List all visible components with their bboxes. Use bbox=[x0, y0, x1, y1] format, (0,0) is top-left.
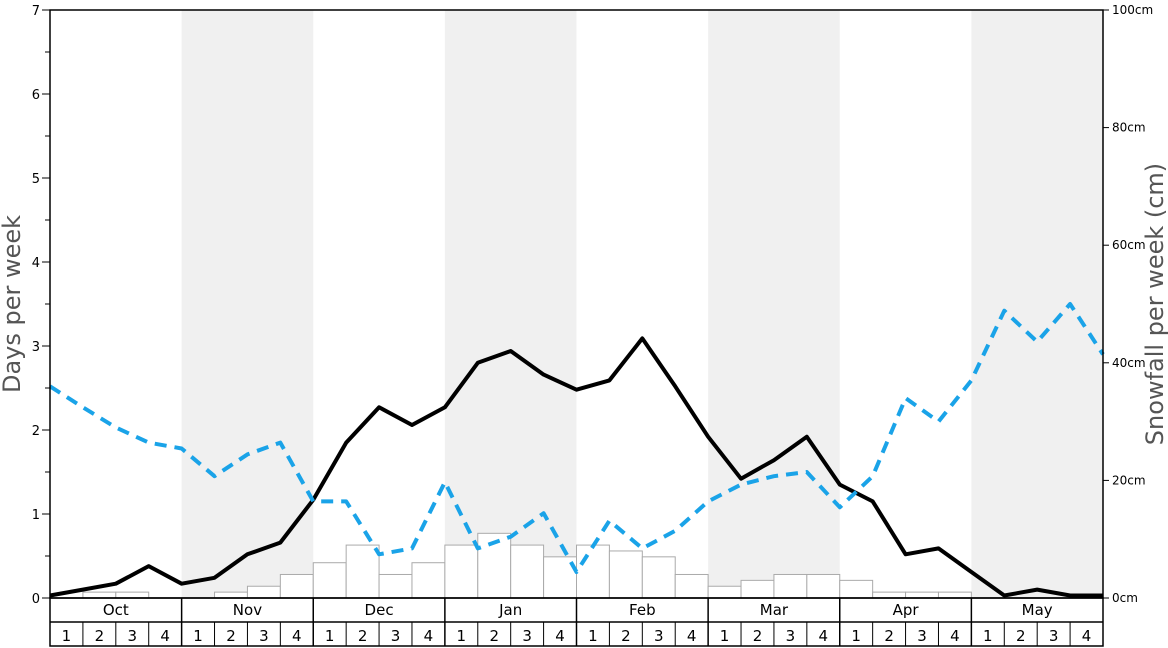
snowfall-bar bbox=[115, 591, 150, 599]
series-line-dashed-blue bbox=[48, 302, 1105, 574]
month-band-may bbox=[971, 10, 1103, 598]
left-tick-label: 1 bbox=[32, 508, 40, 523]
month-label-mar: Mar bbox=[760, 601, 789, 619]
month-band-nov bbox=[181, 10, 314, 598]
snowfall-bar bbox=[608, 550, 643, 599]
right-tick-label: 100cm bbox=[1112, 3, 1153, 17]
month-label-dec: Dec bbox=[365, 601, 394, 619]
week-label: 4 bbox=[687, 627, 697, 645]
snowfall-bar bbox=[214, 591, 248, 599]
week-label: 3 bbox=[786, 627, 796, 645]
week-label: 2 bbox=[1016, 627, 1026, 645]
month-week-axis: Oct 1 2 3 4 Nov 1 2 3 4 Dec 1 2 3 4 Jan 1 2 3 4 Feb 1 2 3 4 Mar 1 2… bbox=[49, 597, 1104, 647]
left-tick-label: 5 bbox=[32, 172, 40, 187]
left-tick-label: 6 bbox=[32, 88, 40, 103]
snowfall-bar bbox=[641, 556, 676, 599]
snowfall-bar bbox=[740, 579, 775, 599]
week-label: 3 bbox=[522, 627, 532, 645]
week-label: 2 bbox=[358, 627, 368, 645]
week-label: 2 bbox=[489, 627, 499, 645]
week-label: 4 bbox=[160, 627, 170, 645]
right-axis: 0cm 20cm 40cm 60cm 80cm 100cm bbox=[1103, 3, 1153, 605]
month-band-jan bbox=[444, 10, 577, 598]
week-label: 1 bbox=[983, 627, 993, 645]
right-axis-title: Snowfall per week (cm) bbox=[1141, 163, 1168, 445]
week-label: 2 bbox=[753, 627, 763, 645]
week-label: 1 bbox=[588, 627, 598, 645]
left-tick-label: 0 bbox=[32, 592, 40, 607]
left-tick-label: 2 bbox=[32, 424, 40, 439]
week-label: 1 bbox=[457, 627, 467, 645]
week-label: 1 bbox=[720, 627, 730, 645]
week-label: 2 bbox=[226, 627, 236, 645]
week-label: 3 bbox=[391, 627, 401, 645]
week-label: 2 bbox=[95, 627, 105, 645]
month-label-may: May bbox=[1022, 601, 1053, 619]
snowfall-bar bbox=[510, 544, 545, 599]
left-axis: 0 1 2 3 4 5 6 7 bbox=[32, 4, 50, 607]
snowfall-bar bbox=[773, 573, 808, 599]
week-label: 3 bbox=[917, 627, 927, 645]
week-label: 1 bbox=[851, 627, 861, 645]
week-label: 2 bbox=[884, 627, 894, 645]
snowfall-bar bbox=[444, 544, 479, 599]
month-label-apr: Apr bbox=[893, 601, 920, 619]
snowfall-bar bbox=[82, 591, 117, 599]
month-label-jan: Jan bbox=[498, 601, 522, 619]
snowfall-bar bbox=[707, 585, 742, 599]
month-label-feb: Feb bbox=[629, 601, 656, 619]
snowfall-bar bbox=[576, 544, 610, 599]
right-tick-label: 0cm bbox=[1112, 591, 1138, 605]
snowfall-bar bbox=[246, 585, 281, 599]
week-label: 4 bbox=[424, 627, 434, 645]
snowfall-bar bbox=[839, 579, 874, 599]
left-tick-label: 7 bbox=[32, 4, 40, 19]
snowfall-bar bbox=[411, 562, 446, 599]
week-label: 3 bbox=[127, 627, 137, 645]
right-tick-label: 20cm bbox=[1112, 473, 1146, 487]
week-label: 1 bbox=[62, 627, 72, 645]
left-tick-label: 4 bbox=[32, 256, 40, 271]
snowfall-bar bbox=[345, 544, 380, 599]
week-label: 3 bbox=[259, 627, 269, 645]
right-tick-label: 80cm bbox=[1112, 121, 1146, 135]
snowfall-bar bbox=[312, 562, 347, 599]
week-label: 4 bbox=[292, 627, 302, 645]
month-shading bbox=[181, 10, 1103, 598]
month-band-mar bbox=[708, 10, 840, 598]
snowfall-bars bbox=[82, 532, 972, 599]
snowfall-bar bbox=[937, 591, 972, 599]
right-tick-label: 60cm bbox=[1112, 238, 1146, 252]
left-tick-label: 3 bbox=[32, 340, 40, 355]
snowfall-bar bbox=[674, 573, 709, 599]
snowfall-bar bbox=[279, 573, 314, 599]
week-label: 4 bbox=[1082, 627, 1092, 645]
snowfall-bar bbox=[872, 591, 907, 599]
week-label: 4 bbox=[555, 627, 565, 645]
week-label: 4 bbox=[950, 627, 960, 645]
series-line-solid-black bbox=[49, 336, 1103, 598]
right-tick-label: 40cm bbox=[1112, 356, 1146, 370]
week-label: 1 bbox=[325, 627, 335, 645]
month-label-oct: Oct bbox=[103, 601, 129, 619]
week-label: 1 bbox=[193, 627, 203, 645]
week-label: 4 bbox=[819, 627, 829, 645]
snowfall-bar bbox=[806, 573, 841, 599]
week-label: 2 bbox=[621, 627, 631, 645]
series-lines bbox=[48, 302, 1105, 598]
month-label-nov: Nov bbox=[233, 601, 262, 619]
snowfall-bar bbox=[905, 591, 939, 599]
week-label: 3 bbox=[654, 627, 664, 645]
left-axis-title: Days per week bbox=[0, 215, 26, 393]
week-label: 3 bbox=[1049, 627, 1059, 645]
snowfall-bar bbox=[378, 573, 413, 599]
